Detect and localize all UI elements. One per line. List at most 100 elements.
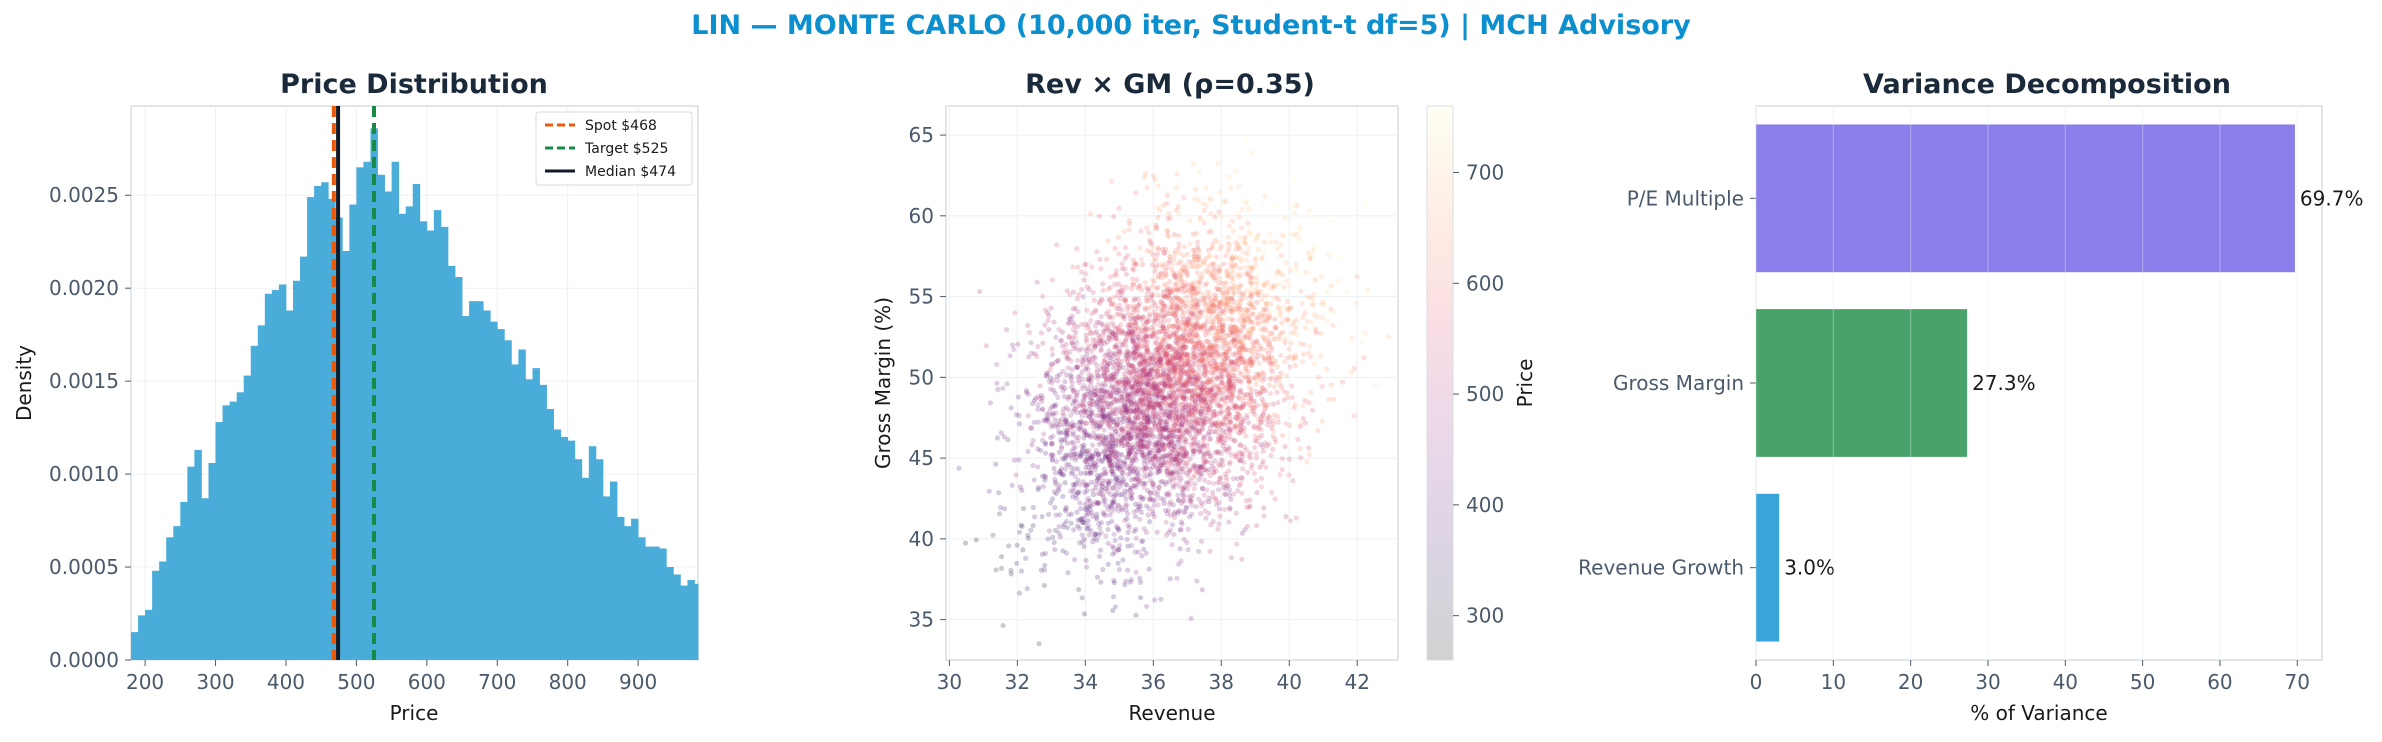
scatter-point [1088,317,1094,324]
scatter-point [1148,398,1154,404]
histogram-bar [180,501,188,660]
scatter-point [1136,283,1142,289]
scatter-point [1297,423,1303,430]
scatter-point [1202,332,1209,338]
scatter-point [1160,202,1166,209]
scatter-point [1216,506,1222,512]
scatter-point [1264,318,1270,325]
scatter-point [1241,459,1247,465]
scatter-point [1220,317,1226,323]
scatter-point [1188,388,1194,395]
scatter-point [1230,476,1236,482]
scatter-point [1137,439,1143,445]
scatter-point [1216,335,1222,341]
scatter-point [1171,514,1178,521]
scatter-point [1175,354,1181,360]
scatter-point [1125,522,1131,528]
scatter-point [1254,234,1260,241]
scatter-point [1057,534,1063,540]
scatter-point [1152,409,1158,415]
scatter-point [1053,334,1059,340]
scatter-point [1217,461,1223,467]
scatter-point [1227,285,1233,291]
scatter-point [1124,516,1130,522]
scatter-point [1065,365,1071,371]
scatter-point [1199,587,1205,593]
scatter-point [1171,231,1178,238]
scatter-point [1228,365,1235,372]
scatter-point [1237,449,1243,455]
scatter-point [1035,393,1041,400]
panel-price-distribution: Price Distribution 200 300 400 500 600 700 800… [12,69,699,725]
scatter-point [1085,366,1091,373]
scatter-point [1119,266,1125,272]
scatter-point [1195,374,1202,380]
scatter-point [1137,426,1143,432]
scatter-point [1121,388,1127,395]
scatter-point [1172,422,1178,428]
scatter-point [1084,307,1090,313]
scatter-point [1216,209,1222,215]
scatter-point [1135,479,1141,485]
scatter-point [1073,364,1080,370]
scatter-point [1174,469,1181,475]
scatter-point [1096,300,1103,307]
scatter-point [1096,441,1102,447]
scatter-point [1003,327,1010,333]
scatter-point [1214,375,1220,382]
scatter-point [1047,386,1054,392]
scatter-point [1239,207,1245,213]
scatter-point [1060,548,1066,554]
scatter-point [1112,604,1118,610]
scatter-point [1126,304,1133,310]
scatter-point [1233,423,1239,429]
scatter-point [1184,383,1190,389]
scatter-point [1279,456,1285,462]
scatter-point [1116,348,1122,354]
scatter-point [1110,295,1116,301]
scatter-point [1187,357,1193,363]
scatter-point [1202,395,1208,401]
scatter-point [1276,304,1282,310]
scatter-point [1107,393,1113,399]
scatter-point [1158,318,1164,324]
scatter-point [1124,375,1130,381]
scatter-point [1132,319,1138,325]
scatter-point [1218,375,1224,381]
scatter-point [1122,461,1128,467]
scatter-point [1208,403,1214,409]
scatter-point [1208,253,1214,259]
scatter-point [1167,353,1173,359]
scatter-point [1132,513,1139,520]
scatter-point [1311,361,1318,367]
scatter-point [1208,399,1214,405]
scatter-point [1255,292,1261,298]
scatter-point [1196,496,1202,502]
scatter-point [1066,321,1072,327]
scatter-point [1249,386,1255,392]
scatter-point [1112,362,1118,368]
scatter-point [1109,419,1116,425]
scatter-point [1159,354,1165,360]
scatter-point [1255,422,1262,428]
scatter-point [1171,419,1177,425]
scatter-point [1160,246,1166,252]
histogram-bar [138,615,146,660]
scatter-point [1168,401,1175,407]
scatter-point [1180,392,1186,399]
scatter-point [1173,475,1179,481]
scatter-point [1164,383,1170,390]
scatter-point [1195,254,1201,260]
scatter-point [1247,455,1254,461]
scatter-point [1112,436,1119,442]
scatter-point [1166,296,1173,302]
scatter-point [1197,428,1203,435]
scatter-point [1155,183,1161,189]
scatter-point [1114,387,1120,393]
scatter-point [1158,270,1164,276]
scatter-point [1237,282,1243,288]
scatter-point [1173,287,1179,293]
scatter-point [1028,527,1034,533]
scatter-point [1138,436,1144,442]
scatter-point [1070,431,1076,438]
